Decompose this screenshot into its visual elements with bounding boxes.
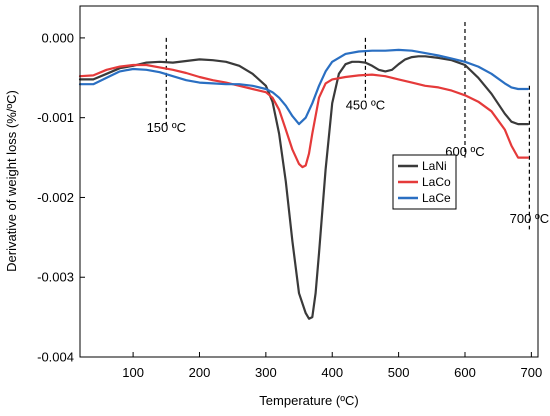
x-tick-label-3: 400 (321, 365, 343, 380)
x-tick-label-4: 500 (388, 365, 410, 380)
y-tick-label-0: 0.000 (41, 30, 74, 45)
series-line-lani (78, 55, 530, 320)
legend-label-laco: LaCo (422, 175, 451, 189)
x-tick-label-6: 700 (521, 365, 543, 380)
y-tick-label-3: -0.003 (37, 270, 74, 285)
x-tick-label-2: 300 (255, 365, 277, 380)
series-line-laco (78, 63, 530, 169)
legend-label-lace: LaCe (422, 191, 451, 205)
annotation-label-0: 150 ºC (147, 120, 186, 135)
x-tick-label-1: 200 (189, 365, 211, 380)
annotation-label-3: 700 ºC (510, 211, 549, 226)
y-axis-title: Derivative of weight loss (%/ºC) (4, 90, 19, 272)
y-axis-ticks: 0.000 -0.001 -0.002 -0.003 -0.004 (37, 30, 85, 365)
series-layer (78, 48, 530, 320)
x-axis-ticks: 100 200 300 400 500 600 700 (122, 352, 542, 380)
plot-frame (79, 5, 539, 358)
legend-label-lani: LaNi (422, 159, 447, 173)
series-line-lace (78, 48, 530, 126)
y-tick-label-4: -0.004 (37, 350, 74, 365)
x-tick-label-5: 600 (454, 365, 476, 380)
x-axis-title: Temperature (ºC) (259, 393, 358, 408)
x-tick-label-0: 100 (122, 365, 144, 380)
legend: LaNi LaCo LaCe (392, 154, 457, 210)
y-tick-label-1: -0.001 (37, 110, 74, 125)
y-tick-label-2: -0.002 (37, 190, 74, 205)
annotation-label-1: 450 ºC (346, 98, 385, 113)
